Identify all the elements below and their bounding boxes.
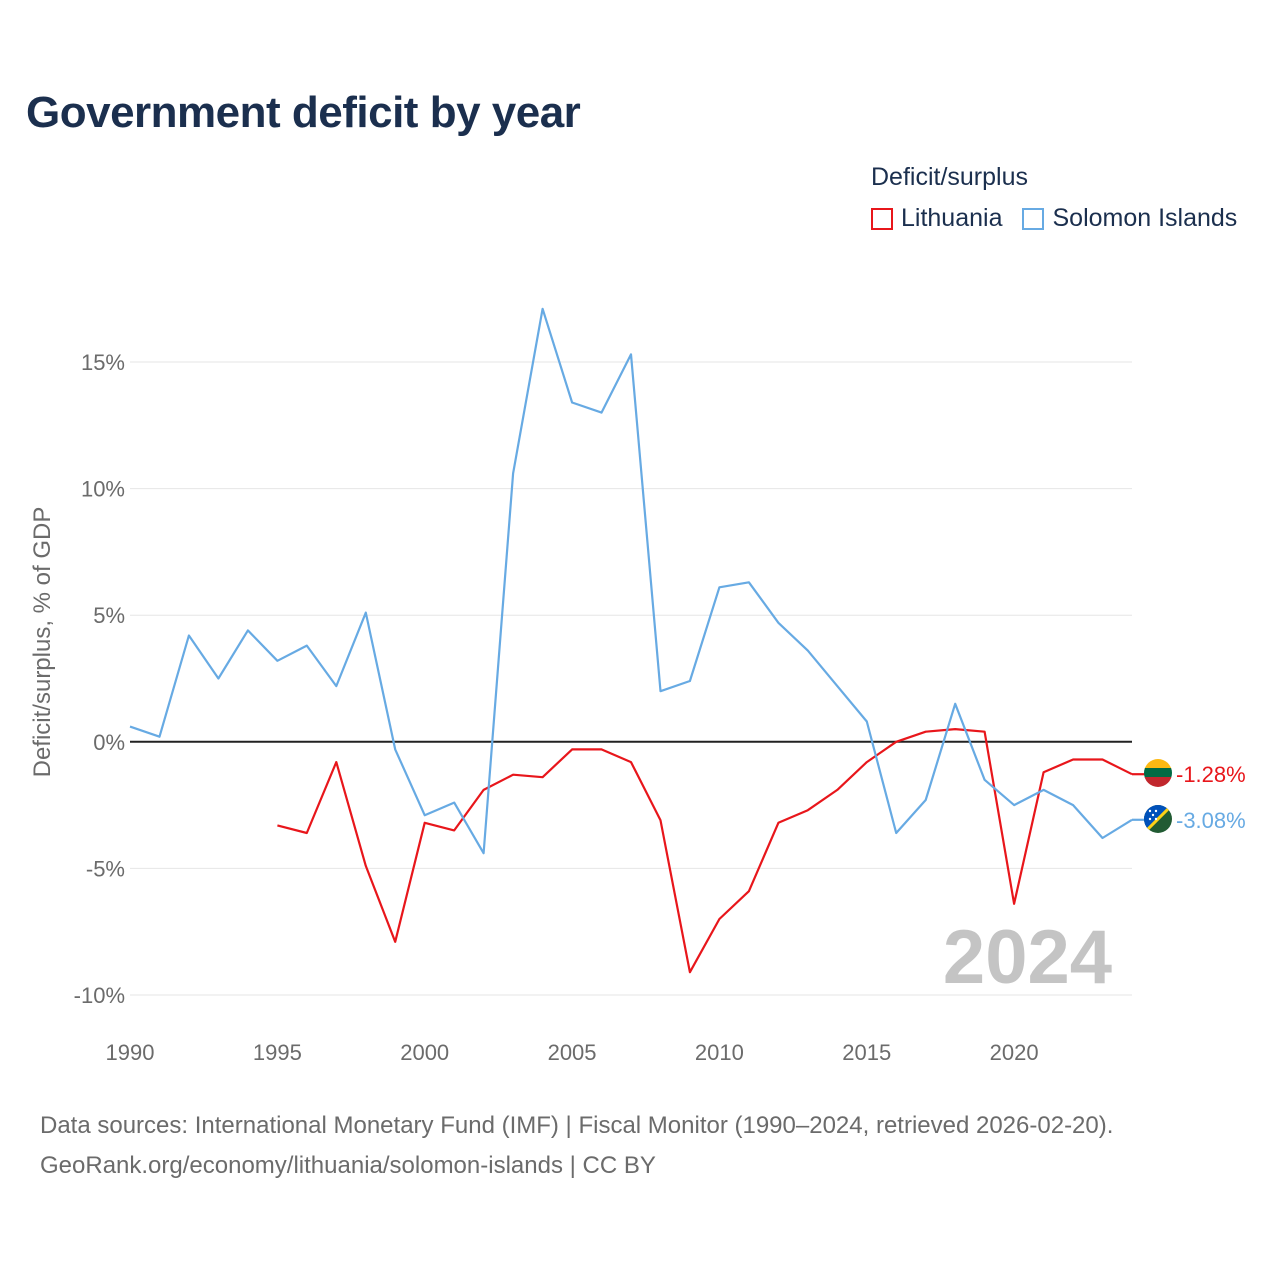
x-tick-label: 2010 [695,1040,744,1065]
footer: Data sources: International Monetary Fun… [40,1106,1113,1186]
x-tick-label: 1990 [106,1040,155,1065]
legend-item-lithuania[interactable]: Lithuania [871,204,1002,233]
footer-link[interactable]: GeoRank.org/economy/lithuania/solomon-is… [40,1152,656,1179]
legend-label-lithuania: Lithuania [901,204,1003,232]
x-tick-label: 2005 [548,1040,597,1065]
y-tick-label: 0% [93,730,125,755]
page-title: Government deficit by year [26,88,581,137]
legend-label-solomon-islands: Solomon Islands [1052,204,1238,232]
footer-sources: Data sources: International Monetary Fun… [40,1112,1114,1139]
x-tick-label: 2000 [400,1040,449,1065]
y-tick-label: 5% [93,603,125,628]
y-tick-label: -10% [74,983,125,1008]
series-line-solomon-islands[interactable] [129,307,1133,855]
y-tick-label: 15% [81,350,125,375]
legend-item-solomon-islands[interactable]: Solomon Islands [1022,204,1237,233]
y-tick-label: -5% [86,856,125,881]
y-tick-label: 10% [81,477,125,502]
y-axis-label: Deficit/surplus, % of GDP [29,507,56,778]
end-value-label-solomon-islands: -3.08% [1176,808,1246,833]
x-tick-label: 2020 [990,1040,1039,1065]
legend-title: Deficit/surplus [871,163,1028,191]
legend: Lithuania Solomon Islands [871,204,1237,233]
legend-swatch-solomon-islands [1022,207,1045,230]
end-value-label-lithuania: -1.28% [1176,762,1246,787]
flag-icon-solomon-islands [1144,805,1172,833]
x-axis-ticks: 1990 1995 2000 2005 2010 2015 2020 [106,1040,1039,1065]
x-tick-label: 2015 [842,1040,891,1065]
gridlines [130,361,1132,996]
line-chart: -10% -5% 0% 5% 10% 15% 1990 1995 2000 2005 2010 20… [29,307,1246,1065]
y-axis-ticks: -10% -5% 0% 5% 10% 15% [74,350,125,1008]
series-line-lithuania[interactable] [277,728,1133,974]
legend-swatch-lithuania [871,207,893,230]
series-layer: -1.28% -3.08% [129,307,1246,974]
flag-icon-lithuania [1144,759,1172,787]
x-tick-label: 1995 [253,1040,302,1065]
year-watermark: 2024 [943,915,1112,1000]
